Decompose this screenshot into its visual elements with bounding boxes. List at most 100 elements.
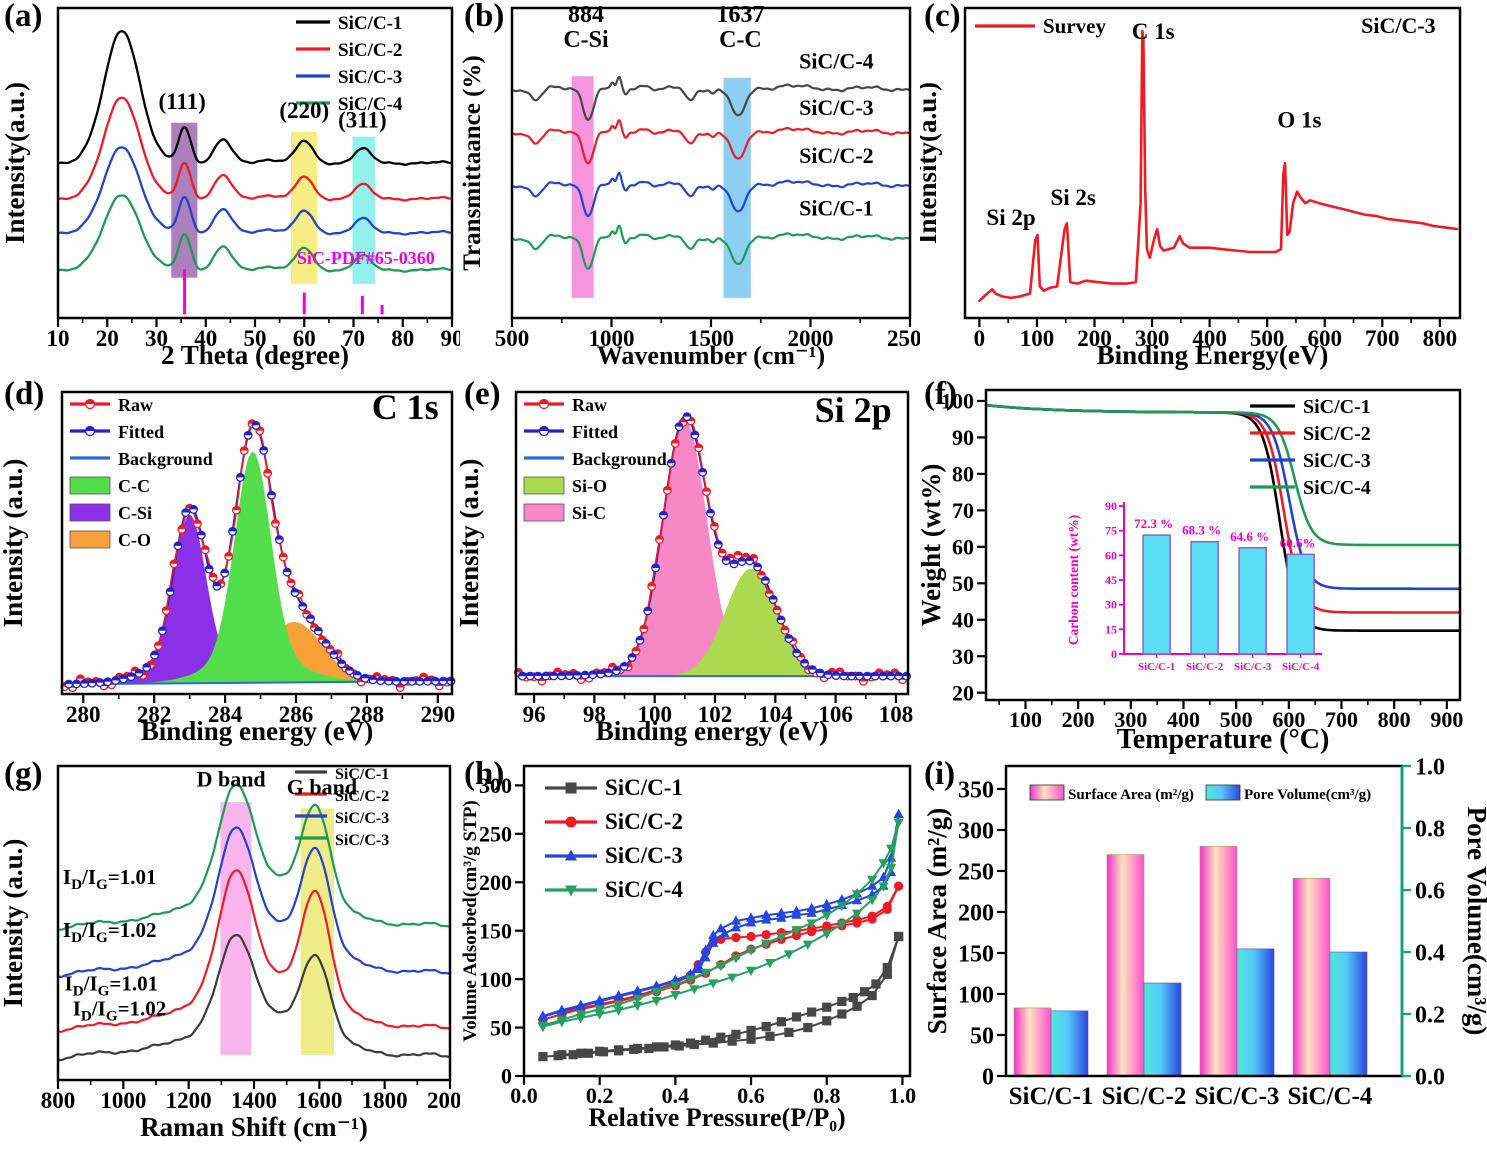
svg-text:290: 290 xyxy=(421,702,456,727)
svg-text:250: 250 xyxy=(479,822,512,847)
svg-text:150: 150 xyxy=(479,918,512,943)
svg-text:Si 2p: Si 2p xyxy=(986,205,1035,230)
svg-text:Raman Shift (cm⁻¹): Raman Shift (cm⁻¹) xyxy=(140,1112,368,1142)
svg-text:50: 50 xyxy=(952,571,974,596)
svg-text:102: 102 xyxy=(698,702,733,727)
svg-text:0.2: 0.2 xyxy=(586,1083,614,1108)
panel-g-chart: 800 1000 1200 1400 1600 1800 2000 SiC/C-1 SiC/C-… xyxy=(0,764,460,1142)
svg-text:0.0: 0.0 xyxy=(510,1083,538,1108)
panel-h-isotherms: (h) 0.0 0.2 0.4 0.6 0.8 1.0 0 50 100 150 200 250 300… xyxy=(460,756,920,1149)
panel-c-chart: 0 100 200 300 400 500 600 700 800 Survey Si 2p Si 2… xyxy=(920,6,1462,370)
svg-text:SiC/C-2: SiC/C-2 xyxy=(335,788,389,805)
svg-text:30: 30 xyxy=(1105,598,1117,612)
svg-text:Background: Background xyxy=(118,449,213,469)
panel-b-ftir: (b) SiC/C-4 SiC/C-3 SiC/C-2 SiC/C-1 500 1000 1… xyxy=(460,0,920,378)
svg-text:Relative Pressure(P/P₀): Relative Pressure(P/P₀) xyxy=(588,1103,845,1132)
panel-d-chart: 280 282 284 286 288 290 Raw Fitted Background C-C… xyxy=(0,387,456,746)
svg-text:30: 30 xyxy=(145,326,168,351)
svg-text:2500: 2500 xyxy=(887,326,920,351)
svg-text:1.0: 1.0 xyxy=(1415,758,1445,780)
svg-text:Pore Volume(cm³/g): Pore Volume(cm³/g) xyxy=(1244,787,1371,803)
svg-text:Raw: Raw xyxy=(118,395,153,415)
svg-text:SiC/C-2: SiC/C-2 xyxy=(1186,661,1224,673)
svg-text:2000: 2000 xyxy=(788,326,834,351)
svg-text:C-C: C-C xyxy=(719,27,762,53)
svg-text:Si 2s: Si 2s xyxy=(1051,185,1096,210)
svg-text:C-O: C-O xyxy=(118,530,151,550)
svg-text:30: 30 xyxy=(952,644,974,669)
svg-text:600: 600 xyxy=(1272,707,1305,732)
svg-text:Si 2p: Si 2p xyxy=(815,390,892,430)
svg-text:104: 104 xyxy=(758,702,793,727)
svg-text:Background: Background xyxy=(572,449,667,469)
svg-text:0: 0 xyxy=(1111,647,1117,661)
svg-text:300: 300 xyxy=(1135,326,1170,351)
svg-text:0.4: 0.4 xyxy=(662,1083,690,1108)
svg-text:700: 700 xyxy=(1365,326,1400,351)
svg-text:2 Theta (degree): 2 Theta (degree) xyxy=(161,340,349,370)
svg-text:800: 800 xyxy=(1423,326,1458,351)
svg-text:SiC/C-1: SiC/C-1 xyxy=(335,766,389,783)
panel-f-chart: 100 200 300 400 500 600 700 800 9002030405060708… xyxy=(920,389,1463,755)
svg-text:70: 70 xyxy=(952,498,974,523)
svg-text:400: 400 xyxy=(1192,326,1227,351)
svg-text:SiC/C-3: SiC/C-3 xyxy=(335,810,389,827)
svg-text:288: 288 xyxy=(350,702,385,727)
svg-text:Transmittaance (%): Transmittaance (%) xyxy=(460,55,486,270)
svg-text:SiC/C-3: SiC/C-3 xyxy=(799,95,874,120)
svg-text:SiC/C-4: SiC/C-4 xyxy=(1288,1083,1373,1110)
panel-a-chart: 10 20 30 40 50 60 70 80 90 SiC/C-1 SiC/C-2 SiC/C-3 S… xyxy=(0,6,460,370)
panel-d-tag: (d) xyxy=(4,376,45,412)
svg-text:40: 40 xyxy=(952,607,974,632)
svg-text:70: 70 xyxy=(342,326,365,351)
svg-text:SiC-PDF#65-0360: SiC-PDF#65-0360 xyxy=(297,248,435,268)
panel-g-raman: (g) 800 1000 1200 1400 1600 1800 2000 SiC/C-1 Si… xyxy=(0,756,460,1149)
svg-text:SiC/C-2: SiC/C-2 xyxy=(605,809,683,834)
svg-text:SiC/C-3: SiC/C-3 xyxy=(1361,13,1436,38)
svg-text:Intensity (a.u.): Intensity (a.u.) xyxy=(0,839,28,1008)
svg-text:SiC/C-4: SiC/C-4 xyxy=(338,94,403,115)
svg-text:Volume Adsorbed(cm³/g STP): Volume Adsorbed(cm³/g STP) xyxy=(460,800,481,1041)
panel-e-chart: 96 98 100 102 104 106 108 Raw Fitted Background Si… xyxy=(460,390,913,746)
svg-text:60: 60 xyxy=(952,535,974,560)
svg-text:(220): (220) xyxy=(279,98,329,123)
panel-c-xps-survey: (c) 0 100 200 300 400 500 600 700 800 Survey Si 2p… xyxy=(920,0,1487,378)
svg-text:300: 300 xyxy=(958,818,994,844)
svg-text:(311): (311) xyxy=(338,107,387,132)
svg-text:10: 10 xyxy=(47,326,70,351)
svg-text:100: 100 xyxy=(1020,326,1054,351)
svg-text:SiC/C-1: SiC/C-1 xyxy=(338,13,402,34)
svg-text:0.8: 0.8 xyxy=(1415,816,1445,842)
svg-text:350: 350 xyxy=(958,777,994,803)
svg-text:1800: 1800 xyxy=(362,1088,408,1113)
svg-text:Surface Area (m²/g): Surface Area (m²/g) xyxy=(1068,787,1194,803)
svg-text:Pore Volume(cm³/g): Pore Volume(cm³/g) xyxy=(1462,807,1487,1036)
svg-text:284: 284 xyxy=(208,702,243,727)
panel-d-c1s-fit: (d) 280 282 284 286 288 290 Raw Fitted Backgroun… xyxy=(0,376,460,758)
svg-text:500: 500 xyxy=(1250,326,1285,351)
svg-text:20: 20 xyxy=(96,326,119,351)
svg-text:G band: G band xyxy=(287,774,357,799)
svg-text:SiC/C-2: SiC/C-2 xyxy=(799,143,874,168)
svg-text:C 1s: C 1s xyxy=(372,387,439,427)
svg-text:SiC/C-1: SiC/C-1 xyxy=(1303,396,1371,418)
svg-text:45: 45 xyxy=(1105,573,1117,587)
svg-text:200: 200 xyxy=(1062,707,1095,732)
panel-b-chart: SiC/C-4 SiC/C-3 SiC/C-2 SiC/C-1 500 1000 1500 2… xyxy=(460,2,920,370)
svg-text:1000: 1000 xyxy=(589,326,635,351)
svg-text:SiC/C-3: SiC/C-3 xyxy=(1195,1083,1280,1110)
svg-text:SiC/C-3: SiC/C-3 xyxy=(605,843,683,868)
svg-text:106: 106 xyxy=(818,702,853,727)
svg-text:C-Si: C-Si xyxy=(563,27,609,53)
svg-text:SiC/C-2: SiC/C-2 xyxy=(1303,423,1371,445)
svg-text:200: 200 xyxy=(958,900,994,926)
svg-text:90: 90 xyxy=(1105,499,1117,513)
svg-text:200: 200 xyxy=(1077,326,1112,351)
svg-text:SiC/C-1: SiC/C-1 xyxy=(799,196,874,221)
svg-text:Surface Area (m²/g): Surface Area (m²/g) xyxy=(922,808,952,1035)
svg-text:1500: 1500 xyxy=(688,326,734,351)
svg-text:Intensity (a.u.): Intensity (a.u.) xyxy=(0,459,28,628)
svg-text:500: 500 xyxy=(1220,707,1253,732)
panel-a-tag: (a) xyxy=(4,0,43,34)
